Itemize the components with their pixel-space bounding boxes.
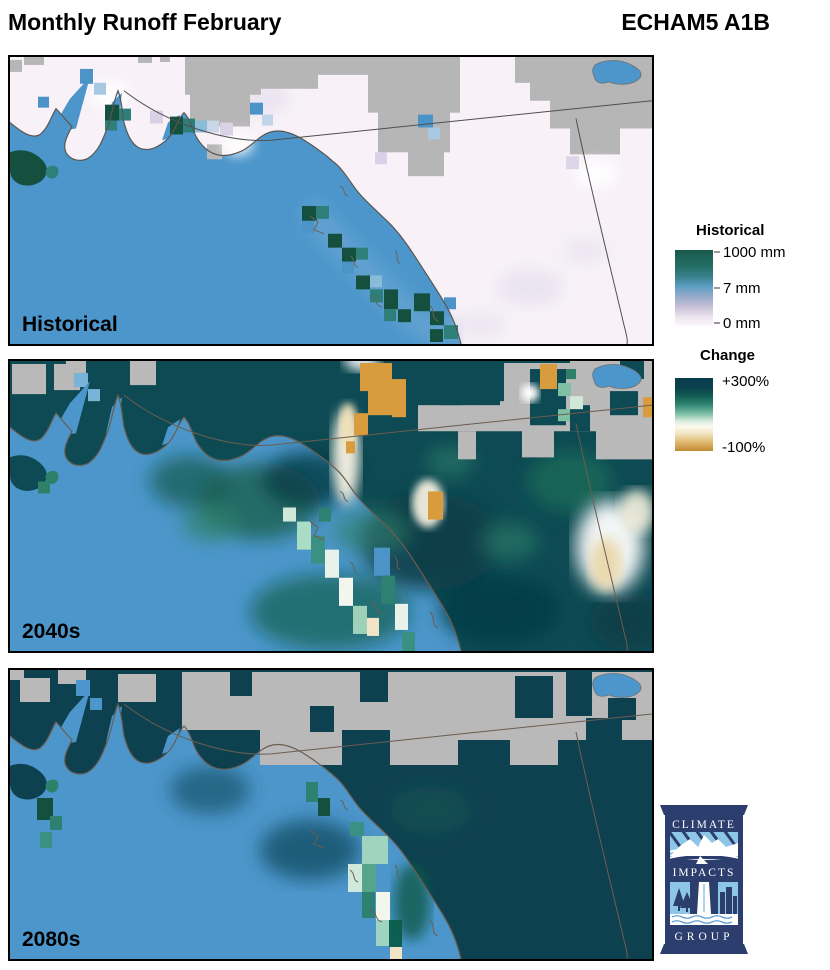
legend-change-tick-top: +300%	[722, 373, 770, 390]
scenario-title: ECHAM5 A1B	[621, 9, 770, 35]
panel-label-2080s: 2080s	[22, 928, 81, 951]
map-panel-2040s: 2040s	[8, 359, 654, 653]
logo-word-group: GROUP	[675, 931, 734, 943]
legend-historical-tick-top: 1000 mm	[723, 244, 786, 261]
logo-word-climate: CLIMATE	[672, 819, 736, 831]
panel-label-historical: Historical	[22, 313, 118, 336]
panel-label-2040s: 2040s	[22, 620, 81, 643]
change-map-2040s	[10, 361, 652, 651]
legend-change-tick-bottom: -100%	[722, 439, 766, 456]
tick-dash	[714, 287, 720, 289]
logo-word-impacts: IMPACTS	[673, 867, 736, 879]
map-panel-2080s: 2080s	[8, 668, 654, 961]
mountain-icon	[670, 835, 738, 858]
change-map-2080s	[10, 670, 652, 959]
map-panel-historical: Historical	[8, 55, 654, 346]
legend-historical-title: Historical	[696, 222, 765, 239]
legend-change-colorbar	[675, 378, 713, 451]
coastal-change-cells	[10, 763, 430, 959]
legend-change-title: Change	[700, 347, 756, 364]
water-waves-icon	[671, 915, 733, 924]
historical-map	[10, 57, 652, 344]
climate-impacts-group-logo: CLIMATE IMPACTS GROUP	[660, 802, 748, 957]
change-negative-cells	[346, 363, 652, 520]
legend-historical-tick-mid: 7 mm	[723, 280, 761, 297]
tick-dash	[714, 251, 720, 253]
tick-dash	[714, 322, 720, 324]
legend-historical-colorbar	[675, 250, 713, 326]
legend-historical-tick-bottom: 0 mm	[723, 315, 761, 332]
nodata-region	[10, 57, 652, 177]
coastal-change-cells	[10, 455, 415, 651]
page-title: Monthly Runoff February	[8, 9, 282, 35]
city-icon	[720, 887, 737, 914]
